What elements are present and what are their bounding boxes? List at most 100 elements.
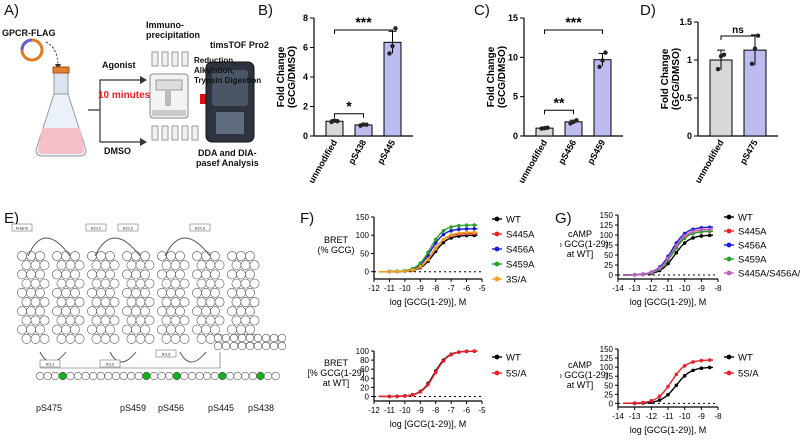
y-tick-label: 100 xyxy=(600,231,614,240)
legend-label: S459A xyxy=(506,260,535,271)
data-point xyxy=(666,384,670,389)
data-point xyxy=(395,394,399,399)
legend-marker xyxy=(726,242,732,248)
residue xyxy=(56,297,67,307)
tail-residue xyxy=(241,371,250,381)
residue xyxy=(70,306,80,317)
residue xyxy=(144,333,155,344)
tail-residue xyxy=(203,371,212,381)
x-axis-label: log [GCG(1-29)], M xyxy=(390,419,467,429)
data-point xyxy=(574,118,579,123)
residue xyxy=(192,324,202,335)
significance-bracket xyxy=(334,29,393,34)
tail-residue xyxy=(149,371,159,381)
y-axis-label: BRET xyxy=(324,358,349,368)
legend-label: WT xyxy=(738,353,753,364)
loop-label: ECL1 xyxy=(91,226,102,231)
y-tick-label: 25 xyxy=(604,261,613,270)
data-point xyxy=(699,358,704,363)
y-tick-label: 125 xyxy=(600,354,614,363)
residue xyxy=(30,333,41,344)
residue xyxy=(249,260,260,271)
site-label-pS456: pS456 xyxy=(158,403,185,413)
bar-pS459 xyxy=(593,59,612,137)
residue xyxy=(196,278,207,289)
y-tick-label: 40 xyxy=(360,374,369,383)
residue xyxy=(157,324,167,335)
residue xyxy=(39,333,50,344)
residue xyxy=(201,251,211,261)
residue xyxy=(140,287,150,298)
residue xyxy=(39,278,50,289)
data-point xyxy=(390,43,395,49)
data-point xyxy=(715,66,721,72)
residue xyxy=(17,269,27,280)
data-point xyxy=(707,227,712,232)
loop-box xyxy=(99,359,121,368)
data-point xyxy=(472,223,477,227)
site-label-pS445: pS445 xyxy=(208,403,235,413)
tail-residue xyxy=(195,371,204,381)
tail-residue xyxy=(66,371,75,381)
data-point xyxy=(472,226,477,231)
y-axis-label: at WT] xyxy=(567,380,594,390)
residue xyxy=(175,324,185,335)
data-point xyxy=(682,374,687,378)
y-axis-label: (GCG/DMSO) xyxy=(671,48,682,110)
x-axis-label: log [GCG(1-29)], M xyxy=(630,297,707,307)
residue xyxy=(91,333,102,344)
residue xyxy=(52,306,62,317)
data-point xyxy=(464,230,469,235)
residue xyxy=(100,333,111,344)
y-tick-label: 150 xyxy=(600,345,614,354)
y-axis-label: Fold Change xyxy=(486,46,497,107)
significance-label: ns xyxy=(732,25,744,36)
residue xyxy=(126,315,137,326)
residue xyxy=(126,260,137,271)
residue xyxy=(205,260,216,271)
data-point xyxy=(657,398,662,402)
residue xyxy=(65,260,76,271)
data-point xyxy=(657,394,662,398)
residue xyxy=(175,287,185,298)
legend-marker xyxy=(494,261,500,267)
x-tick-label: unmodified xyxy=(516,138,549,185)
residue xyxy=(131,251,141,261)
legend-marker xyxy=(494,216,500,222)
residue xyxy=(74,333,85,344)
residue xyxy=(210,287,220,298)
legend-marker xyxy=(726,228,732,234)
y-tick-label: 50 xyxy=(360,249,369,258)
significance-label: * xyxy=(346,98,352,114)
residue xyxy=(100,297,111,307)
residue xyxy=(192,306,202,317)
tail-residue xyxy=(187,371,197,381)
x-tick-label: pS445 xyxy=(375,138,397,166)
data-point xyxy=(472,230,477,235)
legend-label: 5S/A xyxy=(506,369,527,380)
residue xyxy=(35,287,45,298)
data-point xyxy=(657,266,662,270)
significance-bracket xyxy=(544,109,574,115)
residue xyxy=(26,287,36,298)
y-axis-label: BRET xyxy=(324,235,349,245)
x-tick-label: -10 xyxy=(399,406,411,415)
x-tick-label: -9 xyxy=(698,284,706,293)
residue xyxy=(70,251,80,261)
residue xyxy=(214,260,225,271)
residue xyxy=(175,251,185,261)
residue xyxy=(30,297,41,307)
residue xyxy=(61,287,71,298)
data-point xyxy=(632,272,637,277)
data-point xyxy=(426,257,430,262)
chart-b: Fold Change (GCG/DMSO) 0 2 4 6 8 unmodified pS43… xyxy=(276,13,413,185)
legend-label: 3S/A xyxy=(506,275,527,286)
data-point xyxy=(410,268,415,272)
agonist-arrow xyxy=(88,79,140,111)
residue xyxy=(210,324,220,335)
phosphosite-residue xyxy=(218,371,227,381)
y-tick-label: 20 xyxy=(360,383,369,392)
x-tick-label: -9 xyxy=(417,406,425,415)
data-point xyxy=(666,392,670,397)
residue xyxy=(96,287,106,298)
